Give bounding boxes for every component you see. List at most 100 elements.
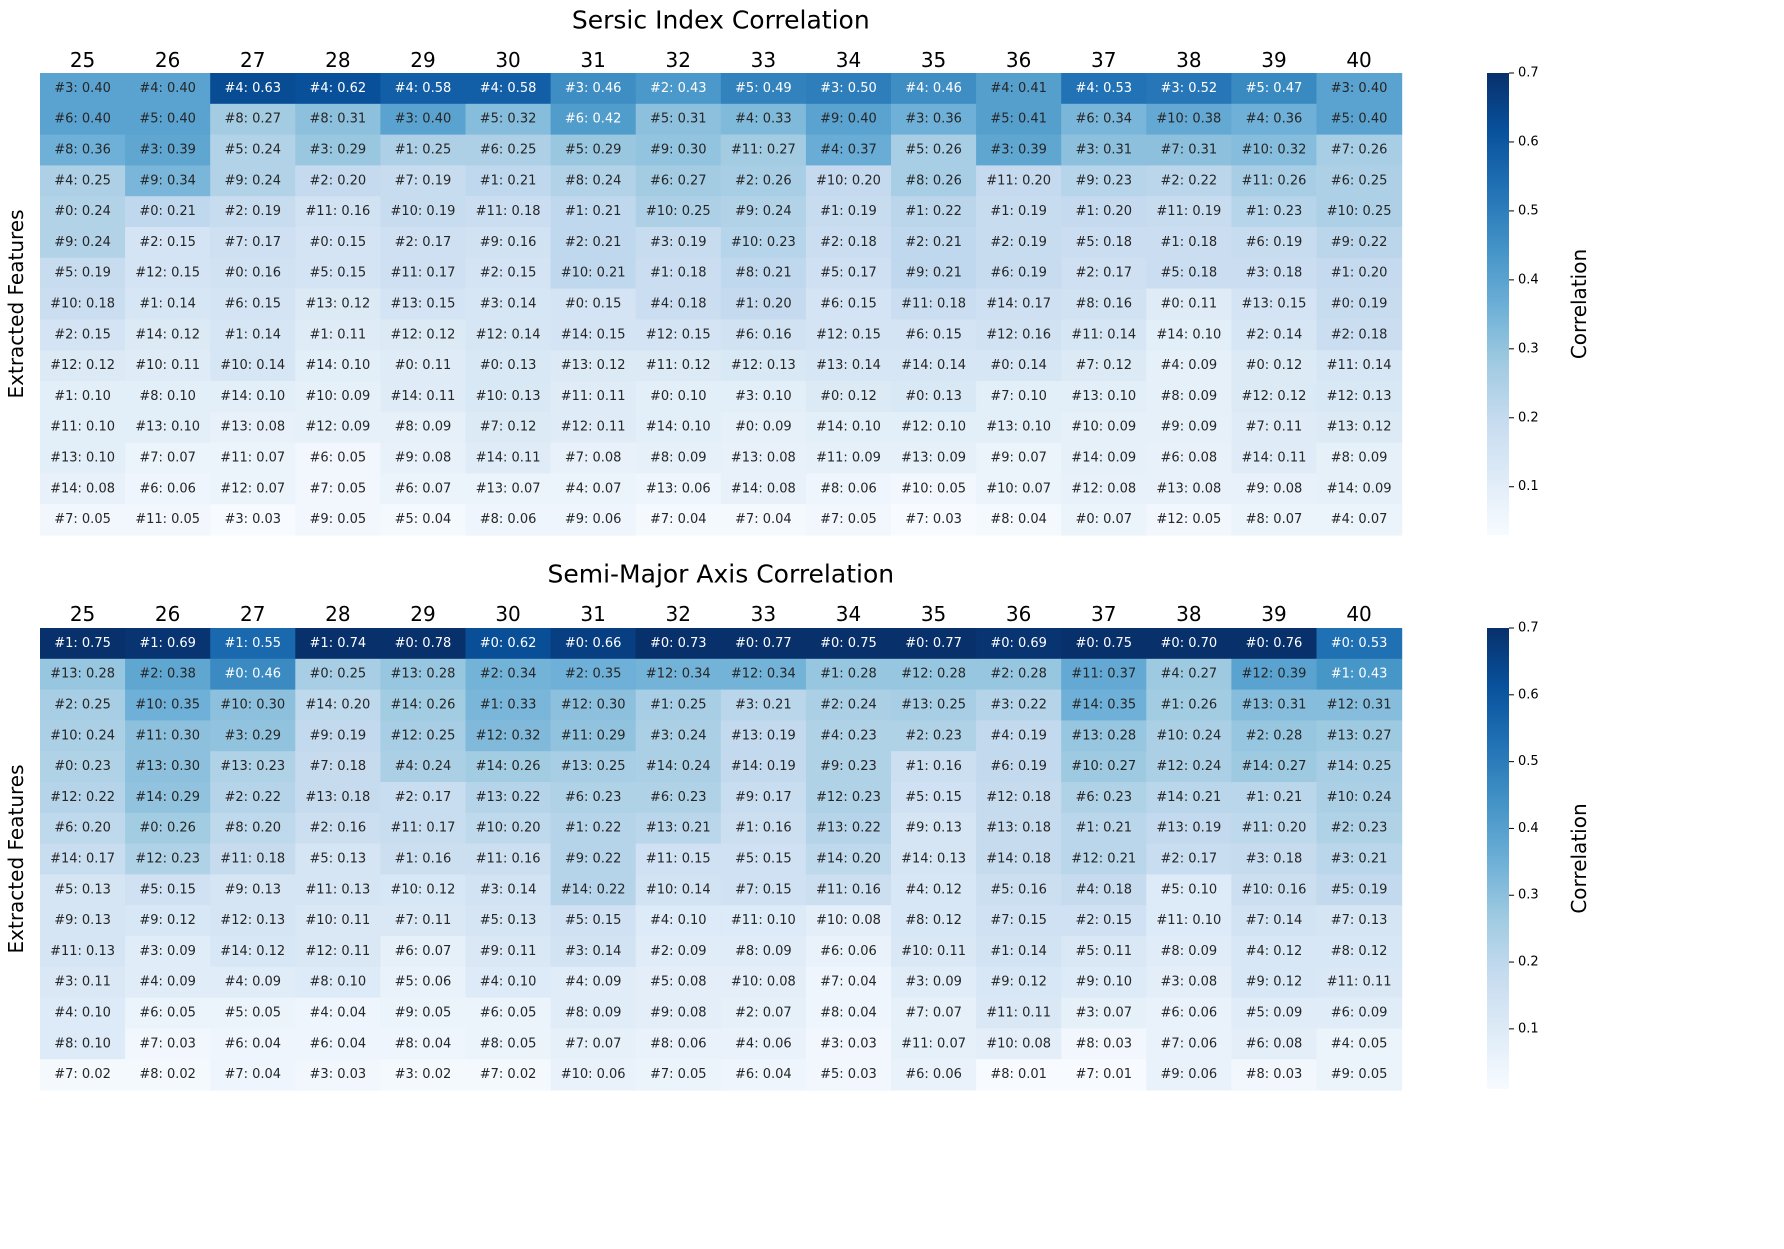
y-axis-label: Extracted Features bbox=[4, 210, 28, 399]
column-label: 26 bbox=[155, 602, 180, 626]
heatmap-cell bbox=[891, 689, 977, 721]
heatmap-cell bbox=[295, 227, 381, 259]
cell-label: #4: 0.37 bbox=[820, 143, 877, 158]
cell-label: #2: 0.21 bbox=[905, 235, 962, 250]
heatmap-cell bbox=[1316, 782, 1403, 814]
cell-label: #0: 0.77 bbox=[735, 636, 792, 651]
heatmap-cell bbox=[635, 936, 722, 968]
heatmap-cell bbox=[805, 812, 892, 845]
heatmap-cell bbox=[125, 997, 211, 1029]
heatmap-cell bbox=[1061, 905, 1147, 937]
cell-label: #7: 0.11 bbox=[395, 913, 452, 928]
heatmap-cell bbox=[550, 473, 637, 505]
cell-label: #7: 0.05 bbox=[820, 512, 877, 527]
column-label: 37 bbox=[1091, 48, 1116, 72]
cell-label: #9: 0.06 bbox=[1161, 1067, 1218, 1082]
heatmap-cell bbox=[210, 411, 296, 444]
cell-label: #5: 0.18 bbox=[1075, 235, 1132, 250]
heatmap-cell bbox=[380, 288, 467, 320]
heatmap-cell bbox=[891, 73, 977, 105]
heatmap-cell bbox=[295, 997, 381, 1029]
cell-label: #12: 0.12 bbox=[1241, 389, 1306, 404]
heatmap-cell bbox=[891, 1028, 977, 1060]
heatmap-cell bbox=[1231, 103, 1318, 136]
heatmap-cell bbox=[720, 473, 807, 505]
heatmap-cell bbox=[976, 966, 1062, 999]
cell-label: #5: 0.26 bbox=[905, 143, 962, 158]
heatmap-cell bbox=[210, 1059, 296, 1091]
heatmap-cell bbox=[805, 134, 892, 166]
heatmap-cell bbox=[1316, 319, 1403, 351]
heatmap-cell bbox=[1061, 843, 1147, 875]
cell-label: #2: 0.15 bbox=[480, 266, 537, 281]
cell-label: #13: 0.10 bbox=[986, 420, 1051, 435]
heatmap-cell bbox=[976, 134, 1062, 166]
cell-label: #0: 0.15 bbox=[310, 235, 367, 250]
heatmap-cell bbox=[1231, 73, 1318, 105]
heatmap-cell bbox=[635, 874, 722, 906]
heatmap-cell bbox=[550, 628, 637, 660]
heatmap-cell bbox=[635, 381, 722, 413]
cell-label: #7: 0.14 bbox=[1246, 913, 1303, 928]
heatmap-cell bbox=[635, 1028, 722, 1060]
heatmap-cell bbox=[1231, 134, 1318, 166]
heatmap-cell bbox=[805, 350, 892, 382]
heatmap-cell bbox=[1231, 936, 1318, 968]
heatmap-cell bbox=[295, 134, 381, 166]
heatmap-cell bbox=[40, 782, 126, 814]
cell-label: #9: 0.30 bbox=[650, 143, 707, 158]
cell-label: #4: 0.10 bbox=[480, 975, 537, 990]
cell-label: #0: 0.12 bbox=[1246, 358, 1303, 373]
cell-label: #0: 0.10 bbox=[650, 389, 707, 404]
column-label: 25 bbox=[70, 602, 95, 626]
heatmap-cell bbox=[40, 288, 126, 320]
heatmap-cell bbox=[380, 628, 467, 660]
cell-label: #12: 0.15 bbox=[135, 266, 200, 281]
cell-label: #2: 0.23 bbox=[1331, 821, 1388, 836]
cell-label: #5: 0.32 bbox=[480, 112, 537, 127]
heatmap-cell bbox=[295, 628, 381, 660]
cell-label: #1: 0.25 bbox=[650, 698, 707, 713]
cell-label: #12: 0.34 bbox=[731, 667, 796, 682]
cell-label: #9: 0.08 bbox=[650, 1006, 707, 1021]
heatmap-cell bbox=[891, 997, 977, 1029]
cell-label: #11: 0.13 bbox=[50, 944, 115, 959]
cell-label: #7: 0.12 bbox=[1075, 358, 1132, 373]
cell-label: #12: 0.34 bbox=[646, 667, 711, 682]
heatmap-cell bbox=[465, 628, 552, 660]
cell-label: #8: 0.06 bbox=[480, 512, 537, 527]
cell-label: #2: 0.28 bbox=[990, 667, 1047, 682]
heatmap-cell bbox=[891, 473, 977, 505]
heatmap-cell bbox=[976, 874, 1062, 906]
heatmap-cell bbox=[805, 720, 892, 752]
cell-label: #4: 0.04 bbox=[310, 1006, 367, 1021]
heatmap-cell bbox=[635, 227, 722, 259]
cell-label: #9: 0.16 bbox=[480, 235, 537, 250]
heatmap-cell bbox=[1146, 165, 1232, 197]
cell-label: #5: 0.15 bbox=[905, 790, 962, 805]
heatmap-cell bbox=[125, 504, 211, 536]
cell-label: #1: 0.20 bbox=[1331, 266, 1388, 281]
heatmap-cell bbox=[465, 874, 552, 906]
heatmap-cell bbox=[805, 504, 892, 536]
heatmap-cell bbox=[635, 288, 722, 320]
cell-label: #13: 0.22 bbox=[476, 790, 541, 805]
cell-label: #4: 0.19 bbox=[990, 728, 1047, 743]
cell-label: #1: 0.16 bbox=[395, 852, 452, 867]
heatmap-cell bbox=[125, 73, 211, 105]
heatmap-cell bbox=[635, 165, 722, 197]
cell-label: #13: 0.10 bbox=[1071, 389, 1136, 404]
cell-label: #12: 0.31 bbox=[1327, 698, 1392, 713]
heatmap-cell bbox=[125, 782, 211, 814]
cell-label: #14: 0.08 bbox=[731, 481, 796, 496]
cell-label: #2: 0.19 bbox=[224, 204, 281, 219]
heatmap-cell bbox=[380, 966, 467, 999]
cell-label: #3: 0.14 bbox=[565, 944, 622, 959]
cell-label: #14: 0.10 bbox=[305, 358, 370, 373]
cell-label: #3: 0.21 bbox=[1331, 852, 1388, 867]
cell-label: #0: 0.73 bbox=[650, 636, 707, 651]
cell-label: #9: 0.23 bbox=[820, 759, 877, 774]
heatmap-cell bbox=[380, 812, 467, 845]
y-axis-label: Extracted Features bbox=[4, 765, 28, 954]
heatmap-cell bbox=[40, 257, 126, 290]
